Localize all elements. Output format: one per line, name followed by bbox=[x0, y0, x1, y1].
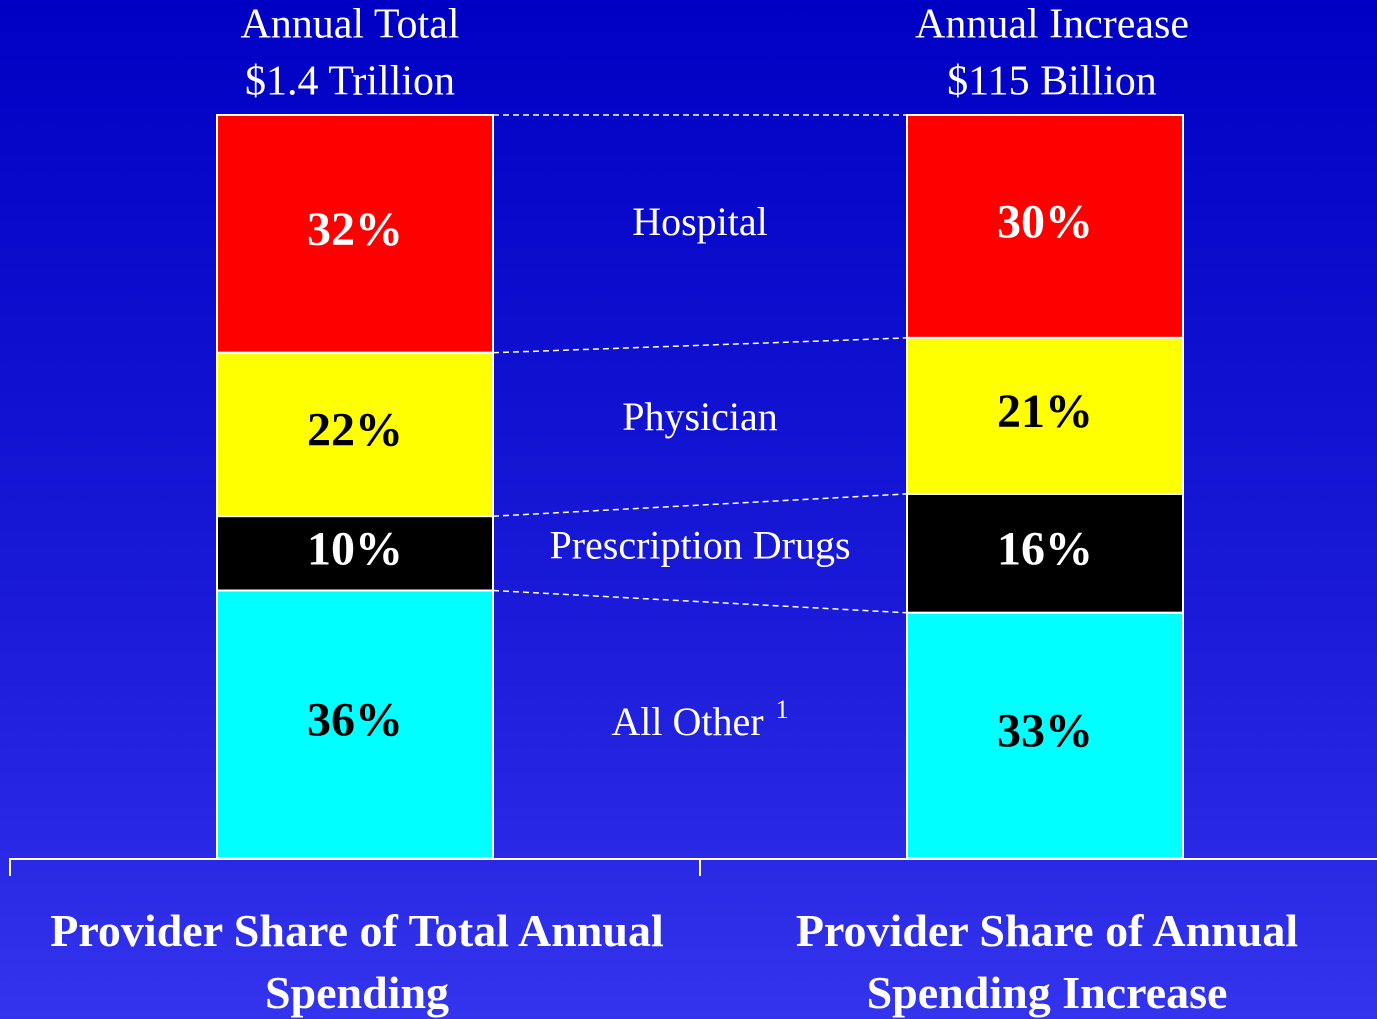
value-label: 16% bbox=[997, 522, 1093, 575]
bar-segment bbox=[216, 589, 494, 860]
legend-label: Physician bbox=[622, 394, 778, 439]
series-name: Prescription Drugs bbox=[549, 523, 850, 568]
legend-label: All Other 1 bbox=[611, 695, 788, 744]
value-label: 21% bbox=[997, 385, 1093, 438]
bar-segment bbox=[906, 611, 1184, 859]
value-label: 10% bbox=[307, 522, 403, 575]
bar-segment bbox=[906, 336, 1184, 495]
connector-line bbox=[492, 337, 908, 354]
bar-segment bbox=[216, 351, 494, 518]
legend-label: Hospital bbox=[632, 199, 768, 244]
footnote-mark: 1 bbox=[776, 695, 789, 724]
category-label: Provider Share of Annual Spending Increa… bbox=[795, 905, 1299, 1018]
value-label: 36% bbox=[307, 693, 403, 746]
value-label: 33% bbox=[997, 704, 1093, 757]
value-label: 22% bbox=[307, 404, 403, 457]
connector-line bbox=[492, 589, 908, 614]
series-name: All Other bbox=[611, 699, 763, 744]
series-name: Hospital bbox=[632, 199, 768, 244]
legend-label: Prescription Drugs bbox=[549, 523, 850, 568]
series-name: Physician bbox=[622, 394, 778, 439]
bar-title: $1.4 Trillion bbox=[245, 59, 455, 105]
connector-line bbox=[492, 493, 908, 517]
bar-title: Annual Total bbox=[240, 2, 459, 48]
bar-segment bbox=[906, 114, 1184, 339]
value-label: 32% bbox=[307, 203, 403, 256]
bar-segment bbox=[216, 114, 494, 354]
bar-title: Annual Increase bbox=[915, 2, 1189, 48]
category-label: Provider Share of Total Annual Spending bbox=[50, 905, 664, 1018]
bar-title: $115 Billion bbox=[947, 59, 1157, 105]
value-label: 30% bbox=[997, 195, 1093, 248]
